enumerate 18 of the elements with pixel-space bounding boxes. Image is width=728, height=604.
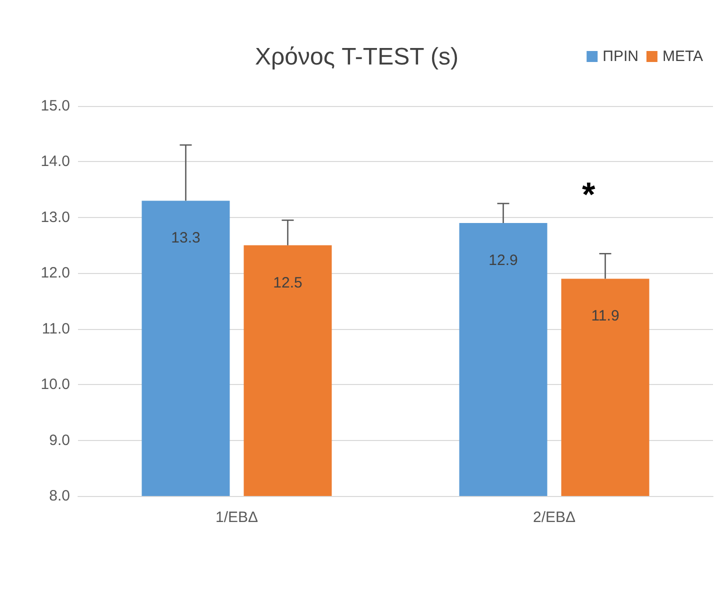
data-label: 12.5 <box>273 274 302 292</box>
x-tick-label: 1/ΕΒΔ <box>215 509 258 526</box>
y-tick-label: 15.0 <box>40 98 70 114</box>
data-label: 11.9 <box>591 308 620 325</box>
data-label: 13.3 <box>171 230 200 247</box>
y-tick-label: 13.0 <box>40 208 70 226</box>
x-tick-label: 2/ΕΒΔ <box>532 509 576 526</box>
annotation: * <box>582 176 596 214</box>
legend-label: ΠΡΙΝ <box>602 48 638 65</box>
y-tick-label: 11.0 <box>42 320 70 338</box>
y-tick-label: 12.0 <box>40 264 70 282</box>
y-tick-label: 14.0 <box>40 153 70 170</box>
legend-label: ΜΕΤΑ <box>662 48 704 65</box>
data-label: 12.9 <box>488 252 518 269</box>
y-tick-label: 8.0 <box>49 488 70 504</box>
y-tick-label: 10.0 <box>40 376 70 394</box>
chart-title: Χρόνος T-TEST (s) <box>255 44 458 70</box>
y-tick-label: 9.0 <box>49 432 70 449</box>
